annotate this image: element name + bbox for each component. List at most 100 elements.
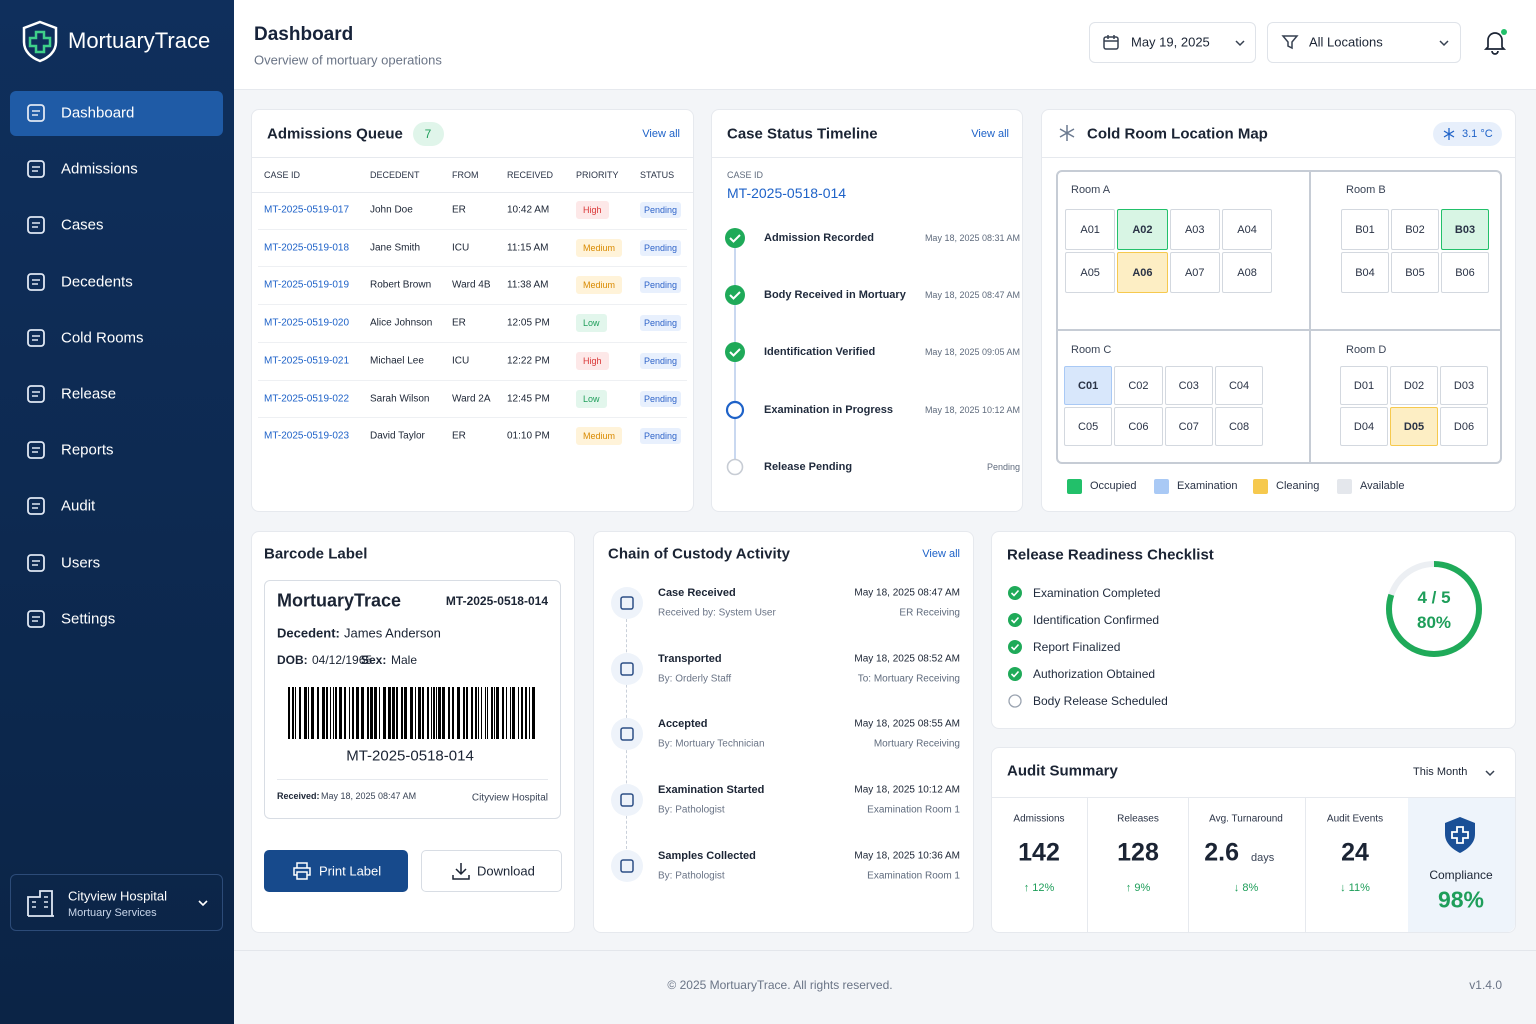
event-location: Examination Room 1 [867, 804, 960, 816]
nav-item[interactable]: Audit [61, 497, 96, 515]
calendar-icon [1103, 35, 1119, 50]
label-case-id: MT-2025-0518-014 [445, 594, 548, 608]
row-divider [258, 304, 687, 306]
slot[interactable] [1169, 252, 1220, 293]
chevron [1235, 40, 1245, 47]
snow-icon [1059, 125, 1075, 141]
slot[interactable] [1117, 209, 1168, 250]
download-button[interactable] [421, 850, 562, 892]
location-select[interactable] [1267, 22, 1461, 63]
brand-name: MortuaryTrace [68, 28, 211, 53]
cell: ER [452, 204, 466, 216]
snow-icon [1443, 128, 1455, 140]
nav-item[interactable]: Admissions [61, 160, 138, 178]
print-label[interactable]: Print Label [319, 863, 382, 879]
cell: John Doe [370, 204, 413, 216]
slot[interactable] [1441, 209, 1489, 250]
nav-item[interactable]: Settings [61, 610, 116, 628]
slot[interactable] [1440, 366, 1488, 405]
slot[interactable] [1221, 209, 1273, 250]
slot[interactable] [1390, 366, 1438, 405]
view-all[interactable]: View all [922, 548, 960, 560]
cell: ER [452, 317, 466, 329]
slot-id: A08 [1237, 266, 1257, 279]
view-all[interactable]: View all [971, 128, 1009, 140]
slot-id: A04 [1237, 223, 1257, 236]
case-link[interactable]: MT-2025-0519-020 [264, 317, 350, 329]
slot[interactable] [1341, 209, 1389, 250]
slot[interactable] [1221, 252, 1273, 293]
slot[interactable] [1117, 252, 1168, 293]
location-value: All Locations [1309, 34, 1383, 50]
slot[interactable] [1164, 366, 1213, 405]
event-title: Transported [658, 652, 722, 665]
received: May 18, 2025 08:47 AM [321, 791, 417, 801]
cell: ICU [452, 355, 470, 367]
stat-change: ↑ 9% [1125, 882, 1151, 894]
print-button[interactable] [264, 850, 408, 892]
cell: Michael Lee [370, 355, 424, 367]
nav-item[interactable]: Decedents [61, 273, 133, 291]
chevron [1439, 40, 1449, 47]
case-link[interactable]: MT-2025-0519-018 [264, 242, 350, 254]
status-badge: Pending [640, 202, 682, 218]
slot[interactable] [1390, 407, 1438, 446]
date-select[interactable] [1089, 22, 1256, 63]
nav-icon [27, 441, 45, 460]
slot[interactable] [1391, 209, 1439, 250]
wall [1056, 329, 1502, 331]
slot[interactable] [1064, 366, 1113, 405]
check-icon [1008, 667, 1022, 681]
slot[interactable] [1114, 407, 1163, 446]
nav-item[interactable]: Users [61, 554, 101, 572]
slot[interactable] [1340, 366, 1388, 405]
slot[interactable] [1164, 407, 1213, 446]
slot[interactable] [1391, 252, 1439, 293]
slot[interactable] [1214, 366, 1264, 405]
slot[interactable] [1341, 252, 1389, 293]
slot[interactable] [1340, 407, 1388, 446]
case-link[interactable]: MT-2025-0519-019 [264, 279, 350, 291]
event-icon [611, 849, 643, 882]
download-label[interactable]: Download [477, 863, 535, 879]
legend-swatch [1067, 479, 1082, 494]
event-by: By: Pathologist [658, 804, 725, 816]
cell: Sarah Wilson [370, 393, 430, 404]
slot[interactable] [1214, 407, 1264, 446]
nav-item[interactable]: Reports [61, 441, 114, 459]
step-time: May 18, 2025 10:12 AM [924, 404, 1020, 415]
slot[interactable] [1064, 407, 1113, 446]
slot[interactable] [1440, 407, 1488, 446]
slot[interactable] [1441, 252, 1489, 293]
period[interactable]: This Month [1413, 766, 1468, 778]
nav-item[interactable]: Dashboard [61, 104, 135, 122]
case-link[interactable]: MT-2025-0519-021 [264, 355, 350, 367]
column-header: FROM [452, 170, 479, 180]
case-link[interactable]: MT-2025-0519-022 [264, 393, 350, 404]
check-label: Authorization Obtained [1033, 667, 1156, 681]
date-value: May 19, 2025 [1131, 34, 1210, 50]
slot[interactable] [1114, 366, 1163, 405]
page-subtitle: Overview of mortuary operations [254, 52, 442, 68]
slot[interactable] [1065, 252, 1116, 293]
case-link[interactable]: MT-2025-0519-023 [264, 430, 350, 442]
cell: 12:05 PM [507, 317, 550, 329]
legend-label: Occupied [1090, 480, 1137, 492]
count-badge [413, 122, 444, 146]
nav-item[interactable]: Cold Rooms [61, 329, 144, 347]
view-all[interactable]: View all [642, 128, 680, 140]
row-divider [258, 417, 687, 419]
timeline-card [711, 109, 1023, 512]
check-icon [1008, 613, 1022, 627]
column-header: DECEDENT [370, 170, 420, 180]
nav-item[interactable]: Release [61, 385, 117, 403]
nav-icon [27, 609, 45, 628]
cell: Ward 2A [452, 393, 491, 404]
cell: 11:15 AM [507, 242, 549, 254]
slot[interactable] [1169, 209, 1220, 250]
case-link[interactable]: MT-2025-0519-017 [264, 204, 350, 216]
nav-item[interactable]: Cases [61, 216, 104, 234]
compliance-value: 98% [1437, 886, 1485, 913]
slot[interactable] [1065, 209, 1116, 250]
org-switcher[interactable] [10, 874, 223, 931]
